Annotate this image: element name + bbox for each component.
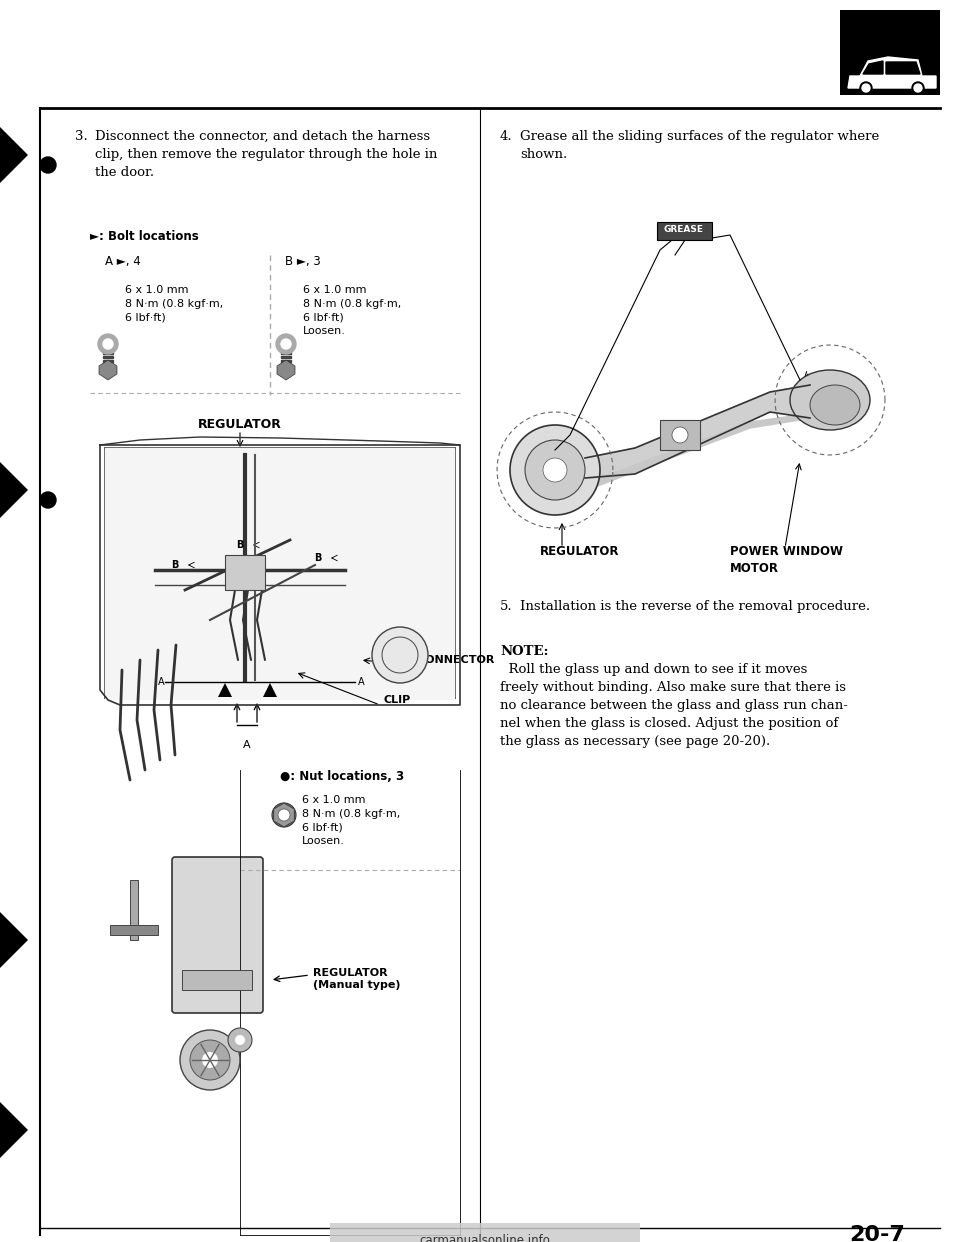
FancyBboxPatch shape	[114, 456, 277, 544]
Circle shape	[103, 339, 113, 349]
Polygon shape	[277, 360, 295, 380]
Text: B: B	[171, 560, 179, 570]
Bar	[110, 925, 158, 935]
Text: 4.: 4.	[500, 130, 513, 143]
Circle shape	[228, 1028, 252, 1052]
Circle shape	[272, 804, 296, 827]
Circle shape	[912, 82, 924, 94]
Text: GREASE: GREASE	[664, 225, 704, 233]
Circle shape	[372, 627, 428, 683]
Bar	[103, 364, 113, 366]
Text: A ►, 4: A ►, 4	[105, 255, 141, 268]
Circle shape	[40, 492, 56, 508]
Bar	[281, 356, 291, 358]
Bar	[103, 360, 113, 361]
Text: carmanualsonline.info: carmanualsonline.info	[420, 1235, 550, 1242]
Bar	[281, 364, 291, 366]
Text: A: A	[358, 677, 365, 687]
Polygon shape	[863, 61, 883, 75]
Circle shape	[98, 334, 118, 354]
Polygon shape	[0, 462, 28, 518]
Bar	[281, 351, 291, 354]
Text: CLIP: CLIP	[383, 696, 410, 705]
Circle shape	[180, 1030, 240, 1090]
Polygon shape	[585, 385, 810, 478]
Text: 6 x 1.0 mm
8 N·m (0.8 kgf·m,
6 lbf·ft): 6 x 1.0 mm 8 N·m (0.8 kgf·m, 6 lbf·ft)	[125, 284, 224, 322]
Text: B: B	[236, 540, 244, 550]
Ellipse shape	[790, 370, 870, 430]
Bar	[103, 348, 113, 350]
Text: B: B	[314, 553, 322, 563]
Text: Roll the glass up and down to see if it moves
freely without binding. Also make : Roll the glass up and down to see if it …	[500, 663, 848, 748]
Text: REGULATOR: REGULATOR	[198, 419, 282, 431]
Polygon shape	[218, 683, 232, 697]
Circle shape	[278, 809, 290, 821]
Circle shape	[914, 84, 922, 92]
Text: Installation is the reverse of the removal procedure.: Installation is the reverse of the remov…	[520, 600, 870, 614]
Circle shape	[525, 440, 585, 501]
Text: ●: Nut locations, 3: ●: Nut locations, 3	[280, 770, 404, 782]
FancyBboxPatch shape	[172, 857, 263, 1013]
Text: POWER WINDOW
MOTOR: POWER WINDOW MOTOR	[730, 545, 843, 575]
Bar	[330, 1223, 640, 1242]
Text: 6 x 1.0 mm
8 N·m (0.8 kgf·m,
6 lbf·ft)
Loosen.: 6 x 1.0 mm 8 N·m (0.8 kgf·m, 6 lbf·ft) L…	[302, 795, 400, 846]
Bar	[281, 368, 291, 370]
Polygon shape	[99, 360, 117, 380]
Polygon shape	[860, 57, 922, 76]
Bar	[130, 881, 138, 940]
Polygon shape	[0, 127, 28, 183]
Circle shape	[862, 84, 870, 92]
Polygon shape	[0, 1102, 28, 1158]
Ellipse shape	[810, 385, 860, 425]
Bar	[660, 420, 700, 450]
Polygon shape	[565, 415, 800, 492]
Bar	[103, 356, 113, 358]
Circle shape	[860, 82, 872, 94]
Text: A: A	[243, 740, 251, 750]
Text: CONNECTOR: CONNECTOR	[418, 655, 495, 664]
Text: Grease all the sliding surfaces of the regulator where
shown.: Grease all the sliding surfaces of the r…	[520, 130, 879, 161]
Bar	[182, 970, 252, 990]
Text: 6 x 1.0 mm
8 N·m (0.8 kgf·m,
6 lbf·ft)
Loosen.: 6 x 1.0 mm 8 N·m (0.8 kgf·m, 6 lbf·ft) L…	[303, 284, 401, 335]
Polygon shape	[848, 76, 936, 88]
Circle shape	[510, 425, 600, 515]
Polygon shape	[886, 62, 920, 75]
Text: NOTE:: NOTE:	[500, 645, 548, 658]
Circle shape	[202, 1052, 218, 1068]
Text: 20-7: 20-7	[850, 1225, 905, 1242]
Bar	[103, 368, 113, 370]
Text: Disconnect the connector, and detach the harness
clip, then remove the regulator: Disconnect the connector, and detach the…	[95, 130, 438, 179]
Bar	[281, 348, 291, 350]
Text: A: A	[158, 677, 165, 687]
Text: 3.: 3.	[75, 130, 87, 143]
Bar	[103, 351, 113, 354]
Text: 5.: 5.	[500, 600, 513, 614]
FancyBboxPatch shape	[341, 486, 449, 559]
Bar	[840, 10, 940, 94]
Bar	[225, 555, 265, 590]
Text: REGULATOR
(Manual type): REGULATOR (Manual type)	[313, 968, 400, 990]
Circle shape	[235, 1035, 245, 1045]
Text: ►: Bolt locations: ►: Bolt locations	[90, 230, 199, 243]
Circle shape	[543, 458, 567, 482]
Polygon shape	[274, 804, 295, 827]
Circle shape	[276, 334, 296, 354]
Polygon shape	[263, 683, 277, 697]
Text: B ►, 3: B ►, 3	[285, 255, 321, 268]
Circle shape	[281, 339, 291, 349]
Circle shape	[190, 1040, 230, 1081]
Polygon shape	[0, 912, 28, 968]
Bar	[281, 360, 291, 361]
Circle shape	[40, 156, 56, 173]
Bar	[657, 222, 712, 240]
Text: REGULATOR: REGULATOR	[540, 545, 619, 558]
Circle shape	[672, 427, 688, 443]
Polygon shape	[105, 448, 455, 700]
Circle shape	[279, 810, 289, 820]
